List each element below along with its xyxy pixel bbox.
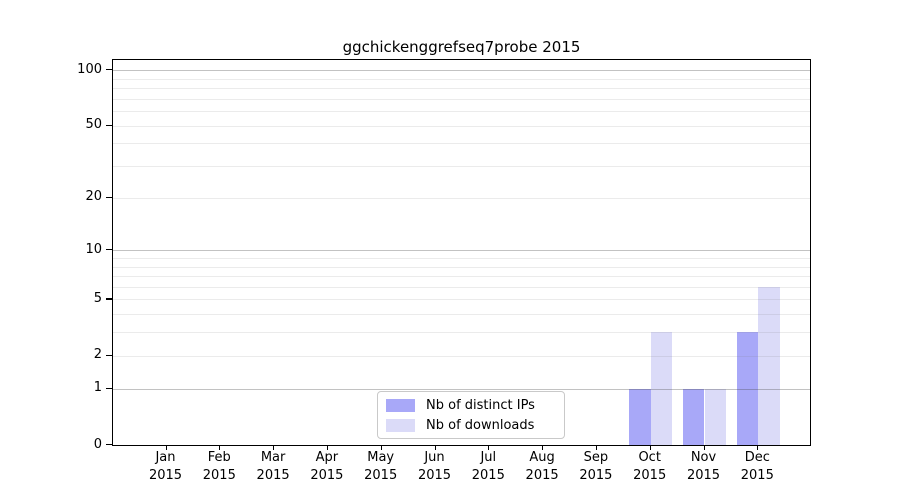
x-tick: [380, 445, 382, 450]
minor-gridline: [113, 125, 810, 127]
legend-swatch-downloads: [386, 418, 415, 432]
y-tick-label: 0: [93, 436, 102, 452]
legend-label-downloads: Nb of downloads: [426, 417, 535, 433]
x-tick-label: May 2015: [364, 450, 398, 483]
minor-gridline: [113, 266, 810, 268]
x-tick-label: Jun 2015: [417, 450, 452, 483]
x-tick: [757, 445, 759, 450]
minor-gridline: [113, 166, 810, 168]
y-tick: [106, 387, 113, 389]
minor-gridline: [113, 258, 810, 259]
y-tick: [106, 249, 113, 251]
y-tick: [106, 124, 113, 126]
bar-downloads: [758, 286, 781, 445]
legend-label-distinct-ips: Nb of distinct IPs: [426, 397, 535, 413]
chart-title: ggchickenggrefseq7probe 2015: [342, 38, 581, 56]
minor-gridline: [113, 78, 810, 80]
y-tick: [106, 69, 113, 71]
minor-gridline: [113, 276, 810, 278]
x-tick-label: Nov 2015: [686, 450, 721, 483]
x-tick-label: Feb 2015: [202, 450, 236, 483]
minor-gridline: [113, 299, 810, 301]
y-tick-label: 50: [85, 117, 102, 133]
y-tick: [106, 196, 113, 198]
x-tick-label: Oct 2015: [633, 450, 667, 483]
bar-downloads: [704, 388, 727, 445]
y-tick-label: 10: [85, 241, 102, 257]
x-tick: [488, 445, 490, 450]
x-tick: [165, 445, 167, 450]
minor-gridline: [113, 143, 810, 145]
y-tick: [106, 298, 113, 300]
x-tick: [273, 445, 275, 450]
y-tick-label: 100: [77, 61, 102, 77]
minor-gridline: [113, 197, 810, 199]
y-tick-label: 20: [85, 189, 102, 205]
minor-gridline: [113, 88, 810, 90]
x-tick: [326, 445, 329, 450]
major-gridline: [113, 70, 810, 72]
major-gridline: [113, 388, 810, 390]
minor-gridline: [113, 286, 810, 288]
minor-gridline: [113, 111, 810, 113]
minor-gridline: [113, 355, 810, 357]
x-tick-label: Dec 2015: [740, 450, 774, 483]
x-tick-label: Mar 2015: [256, 450, 290, 483]
bar-distinct-ips: [736, 332, 759, 445]
y-tick: [106, 444, 113, 446]
y-tick: [106, 354, 113, 356]
x-tick: [219, 445, 221, 450]
y-tick-label: 2: [93, 347, 102, 363]
x-tick-label: Jul 2015: [471, 450, 505, 483]
x-tick: [542, 445, 544, 450]
x-tick-label: Sep 2015: [579, 450, 613, 483]
minor-gridline: [113, 332, 810, 334]
bar-downloads: [650, 332, 673, 445]
bar-distinct-ips: [682, 388, 705, 445]
x-tick-label: Apr 2015: [310, 450, 344, 483]
x-tick: [703, 445, 705, 450]
y-tick-label: 1: [93, 380, 102, 396]
minor-gridline: [113, 98, 810, 100]
legend: Nb of distinct IPs Nb of downloads: [377, 391, 565, 439]
minor-gridline: [113, 314, 810, 316]
legend-swatch-distinct-ips: [386, 398, 415, 412]
bar-distinct-ips: [628, 388, 651, 445]
x-tick: [434, 445, 436, 450]
legend-item-downloads: Nb of downloads: [378, 418, 564, 433]
y-tick-label: 5: [93, 290, 102, 306]
legend-item-distinct-ips: Nb of distinct IPs: [378, 398, 564, 413]
x-tick-label: Jan 2015: [148, 450, 183, 483]
x-tick: [649, 445, 651, 450]
x-tick: [595, 445, 598, 450]
plot-area: [112, 59, 811, 446]
major-gridline: [113, 250, 810, 252]
x-tick-label: Aug 2015: [525, 450, 559, 483]
